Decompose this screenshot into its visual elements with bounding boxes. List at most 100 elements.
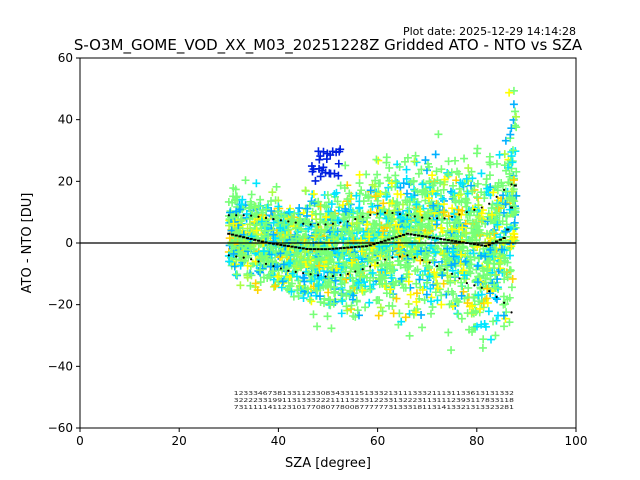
scatter-point	[322, 213, 331, 222]
scatter-point	[466, 255, 475, 264]
scatter-point	[365, 276, 374, 285]
scatter-point	[430, 268, 439, 277]
scatter-point	[422, 278, 431, 287]
scatter-point	[417, 165, 426, 174]
plot-date: Plot date: 2025-12-29 14:14:28	[403, 25, 576, 38]
scatter-point	[298, 233, 307, 242]
scatter-point	[226, 208, 235, 217]
scatter-point	[284, 231, 293, 240]
scatter-point	[507, 124, 516, 133]
scatter-point	[477, 320, 486, 329]
scatter-point	[486, 245, 495, 254]
scatter-point	[242, 209, 251, 218]
scatter-point	[446, 278, 455, 287]
scatter-point	[305, 295, 314, 304]
lower-percentile-dot	[502, 301, 506, 304]
scatter-point	[512, 123, 521, 132]
scatter-point	[305, 218, 314, 227]
scatter-point	[331, 221, 340, 230]
scatter-point	[316, 210, 325, 219]
scatter-point	[501, 136, 510, 145]
scatter-point	[259, 247, 268, 256]
scatter-point	[338, 247, 347, 256]
scatter-point	[374, 228, 383, 237]
scatter-point	[371, 192, 380, 201]
lower-percentile-dot	[421, 258, 424, 262]
scatter-point	[433, 296, 442, 305]
scatter-point	[322, 203, 331, 212]
scatter-point	[507, 187, 516, 196]
scatter-point	[318, 166, 327, 175]
scatter-point	[500, 322, 509, 331]
scatter-point	[385, 301, 394, 310]
scatter-point	[490, 259, 499, 268]
scatter-point	[412, 279, 421, 288]
scatter-point	[453, 167, 462, 176]
scatter-point	[433, 220, 442, 229]
scatter-point	[472, 265, 481, 274]
scatter-point	[341, 225, 350, 234]
scatter-point	[438, 194, 447, 203]
scatter-point	[254, 267, 263, 275]
scatter-point	[374, 311, 383, 320]
scatter-point	[423, 223, 432, 232]
scatter-point	[489, 188, 498, 197]
scatter-point	[329, 268, 338, 277]
scatter-point	[345, 189, 354, 198]
scatter-point	[299, 294, 308, 303]
scatter-point	[396, 248, 405, 257]
scatter-point	[343, 306, 352, 315]
scatter-point	[476, 304, 485, 313]
scatter-point	[396, 183, 405, 192]
scatter-point	[402, 256, 411, 265]
scatter-point	[507, 283, 516, 292]
upper-percentile-dot	[250, 214, 253, 217]
upper-percentile-dot	[309, 223, 312, 226]
scatter-point	[432, 167, 441, 176]
upper-percentile-dot	[369, 213, 372, 216]
scatter-point	[508, 158, 517, 167]
scatter-point	[490, 280, 499, 289]
scatter-point	[355, 268, 364, 277]
scatter-point	[294, 276, 303, 285]
scatter-point	[292, 234, 301, 243]
scatter-point	[232, 270, 241, 279]
scatter-point	[225, 221, 234, 230]
scatter-point	[370, 224, 379, 233]
scatter-point	[329, 226, 338, 235]
upper-percentile-dot	[502, 188, 506, 191]
scatter-point	[357, 247, 366, 256]
y-tick-label: 60	[58, 51, 73, 65]
lower-percentile-dot	[361, 268, 364, 271]
scatter-point	[412, 297, 421, 306]
scatter-point	[333, 197, 342, 206]
upper-percentile-dot	[383, 211, 387, 214]
scatter-point	[472, 221, 481, 230]
scatter-point	[314, 282, 323, 291]
scatter-point	[411, 266, 420, 275]
scatter-point	[338, 297, 347, 306]
scatter-point	[385, 163, 394, 172]
scatter-point	[387, 179, 396, 188]
scatter-point	[296, 261, 305, 270]
scatter-point	[421, 156, 430, 165]
lower-percentile-dot	[413, 256, 416, 259]
scatter-point	[276, 223, 285, 232]
scatter-point	[340, 261, 349, 270]
scatter-point	[438, 215, 447, 224]
lower-percentile-dot	[428, 261, 431, 264]
scatter-point	[331, 297, 340, 306]
scatter-point	[460, 154, 469, 163]
scatter-point	[378, 307, 387, 316]
x-tick-label: 40	[271, 434, 286, 448]
scatter-point	[403, 270, 412, 279]
scatter-point	[468, 187, 477, 196]
lower-percentile-dot	[339, 273, 342, 277]
scatter-point	[409, 176, 418, 185]
scatter-point	[451, 218, 460, 227]
x-tick-label: 0	[76, 434, 84, 448]
scatter-point	[485, 158, 494, 167]
scatter-point	[276, 249, 285, 258]
scatter-point	[364, 193, 373, 202]
